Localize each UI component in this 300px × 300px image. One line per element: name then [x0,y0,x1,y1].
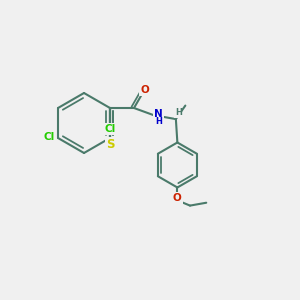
Text: Cl: Cl [104,124,116,134]
Text: H: H [175,108,182,117]
Text: O: O [173,193,182,203]
Text: H: H [155,117,162,126]
Text: N: N [154,109,163,119]
Text: O: O [140,85,149,95]
Text: Cl: Cl [44,132,55,142]
Text: S: S [106,138,115,151]
